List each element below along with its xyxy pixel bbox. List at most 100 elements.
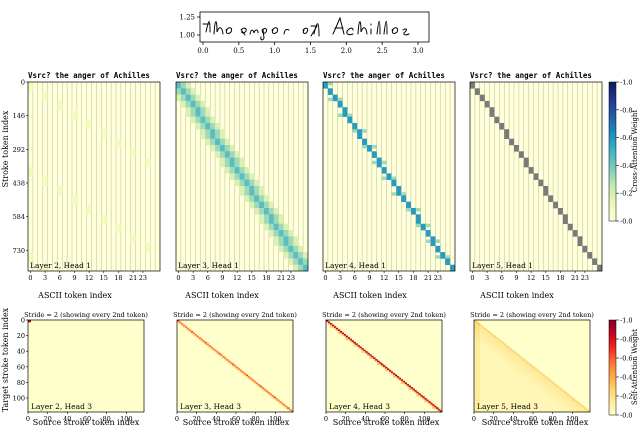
attention-cell xyxy=(185,91,191,95)
attention-cell xyxy=(523,366,526,369)
attention-cell xyxy=(483,365,487,368)
attention-cell xyxy=(435,245,441,250)
attention-cell xyxy=(514,148,519,152)
attention-cell xyxy=(503,391,506,394)
attention-cell xyxy=(185,104,191,108)
attention-cell xyxy=(572,399,575,402)
attention-cell xyxy=(538,376,542,378)
attention-cell xyxy=(371,355,374,358)
attention-cell xyxy=(481,390,485,393)
attention-cell xyxy=(531,374,534,377)
attention-cell xyxy=(477,391,481,394)
attention-cell xyxy=(483,368,487,371)
attention-cell xyxy=(507,399,510,402)
cross-colorbar-ticks: -0.0-0.2-0.4-0.6-0.8-1.0 xyxy=(616,79,633,226)
attention-cell xyxy=(190,107,196,111)
attention-cell xyxy=(497,349,500,352)
attention-cell xyxy=(487,391,491,394)
attention-cell xyxy=(254,189,260,193)
x-tick-label: 3 xyxy=(43,274,47,282)
attention-cell xyxy=(513,401,516,403)
attention-cell xyxy=(479,369,483,372)
attention-cell xyxy=(493,360,496,363)
attention-cell xyxy=(239,371,242,374)
attention-cell xyxy=(396,185,402,190)
y-tick-label: 40 xyxy=(17,348,25,356)
attention-cell xyxy=(483,404,487,407)
attention-cell xyxy=(507,402,510,405)
attention-cell xyxy=(180,91,186,95)
attention-cell xyxy=(521,379,524,382)
attention-cell xyxy=(377,362,380,364)
attention-cell xyxy=(542,374,546,377)
attention-cell xyxy=(538,394,542,397)
attention-cell xyxy=(327,321,331,324)
attention-cell xyxy=(249,185,255,190)
attention-cell xyxy=(556,388,559,391)
attention-cell xyxy=(101,129,107,139)
attention-cell xyxy=(485,351,489,354)
attention-cell xyxy=(521,377,524,380)
attention-cell xyxy=(534,387,538,389)
attention-cell xyxy=(259,192,264,196)
attention-cell xyxy=(509,383,512,386)
attention-cell xyxy=(220,138,225,143)
attention-cell xyxy=(303,261,308,265)
attention-cell xyxy=(481,363,485,366)
attention-cell xyxy=(570,407,573,410)
attention-cell xyxy=(244,179,250,184)
x-tick-label: 60 xyxy=(381,415,389,423)
attention-cell xyxy=(493,355,496,358)
attention-cell xyxy=(487,374,491,377)
attention-cell xyxy=(499,385,502,388)
attention-cell xyxy=(190,332,193,335)
attention-cell xyxy=(540,374,544,377)
attention-cell xyxy=(544,401,548,403)
attention-cell xyxy=(515,382,518,385)
attention-cell xyxy=(503,358,506,361)
attention-cell xyxy=(481,334,485,336)
attention-cell xyxy=(277,399,280,402)
attention-cell xyxy=(493,335,496,338)
attention-cell xyxy=(367,352,370,355)
attention-cell xyxy=(229,173,235,177)
attention-cell xyxy=(475,323,479,325)
attention-cell xyxy=(180,94,186,99)
attention-cell xyxy=(503,387,506,389)
attention-cell xyxy=(28,252,33,262)
attention-cell xyxy=(513,376,516,378)
attention-cell xyxy=(477,401,481,403)
attention-cell xyxy=(273,214,279,218)
attention-cell xyxy=(527,373,530,375)
attention-cell xyxy=(576,405,579,408)
attention-cell xyxy=(538,396,542,399)
attention-cell xyxy=(517,362,520,364)
attention-cell xyxy=(505,346,508,349)
attention-cell xyxy=(202,341,205,344)
attention-cell xyxy=(361,349,364,352)
attention-cell xyxy=(511,407,514,410)
attention-cell xyxy=(293,242,299,247)
attention-cell xyxy=(505,357,508,360)
attention-cell xyxy=(479,388,483,391)
attention-cell xyxy=(485,343,489,346)
attention-cell xyxy=(293,239,299,243)
attention-cell xyxy=(477,373,481,375)
attention-cell xyxy=(416,394,419,397)
attention-cell xyxy=(485,357,489,360)
attention-cell xyxy=(184,327,187,330)
attention-cell xyxy=(550,399,553,402)
attention-cell xyxy=(384,366,388,369)
attention-cell xyxy=(523,363,526,366)
attention-cell xyxy=(194,335,197,338)
attention-cell xyxy=(485,358,489,361)
attention-cell xyxy=(534,383,538,386)
attention-cell xyxy=(180,85,186,89)
attention-cell xyxy=(570,410,573,413)
attention-cell xyxy=(283,223,289,228)
attention-cell xyxy=(517,410,520,413)
attention-cell xyxy=(483,360,487,363)
attention-cell xyxy=(558,401,561,403)
attention-cell xyxy=(182,326,185,328)
attention-cell xyxy=(529,373,532,375)
